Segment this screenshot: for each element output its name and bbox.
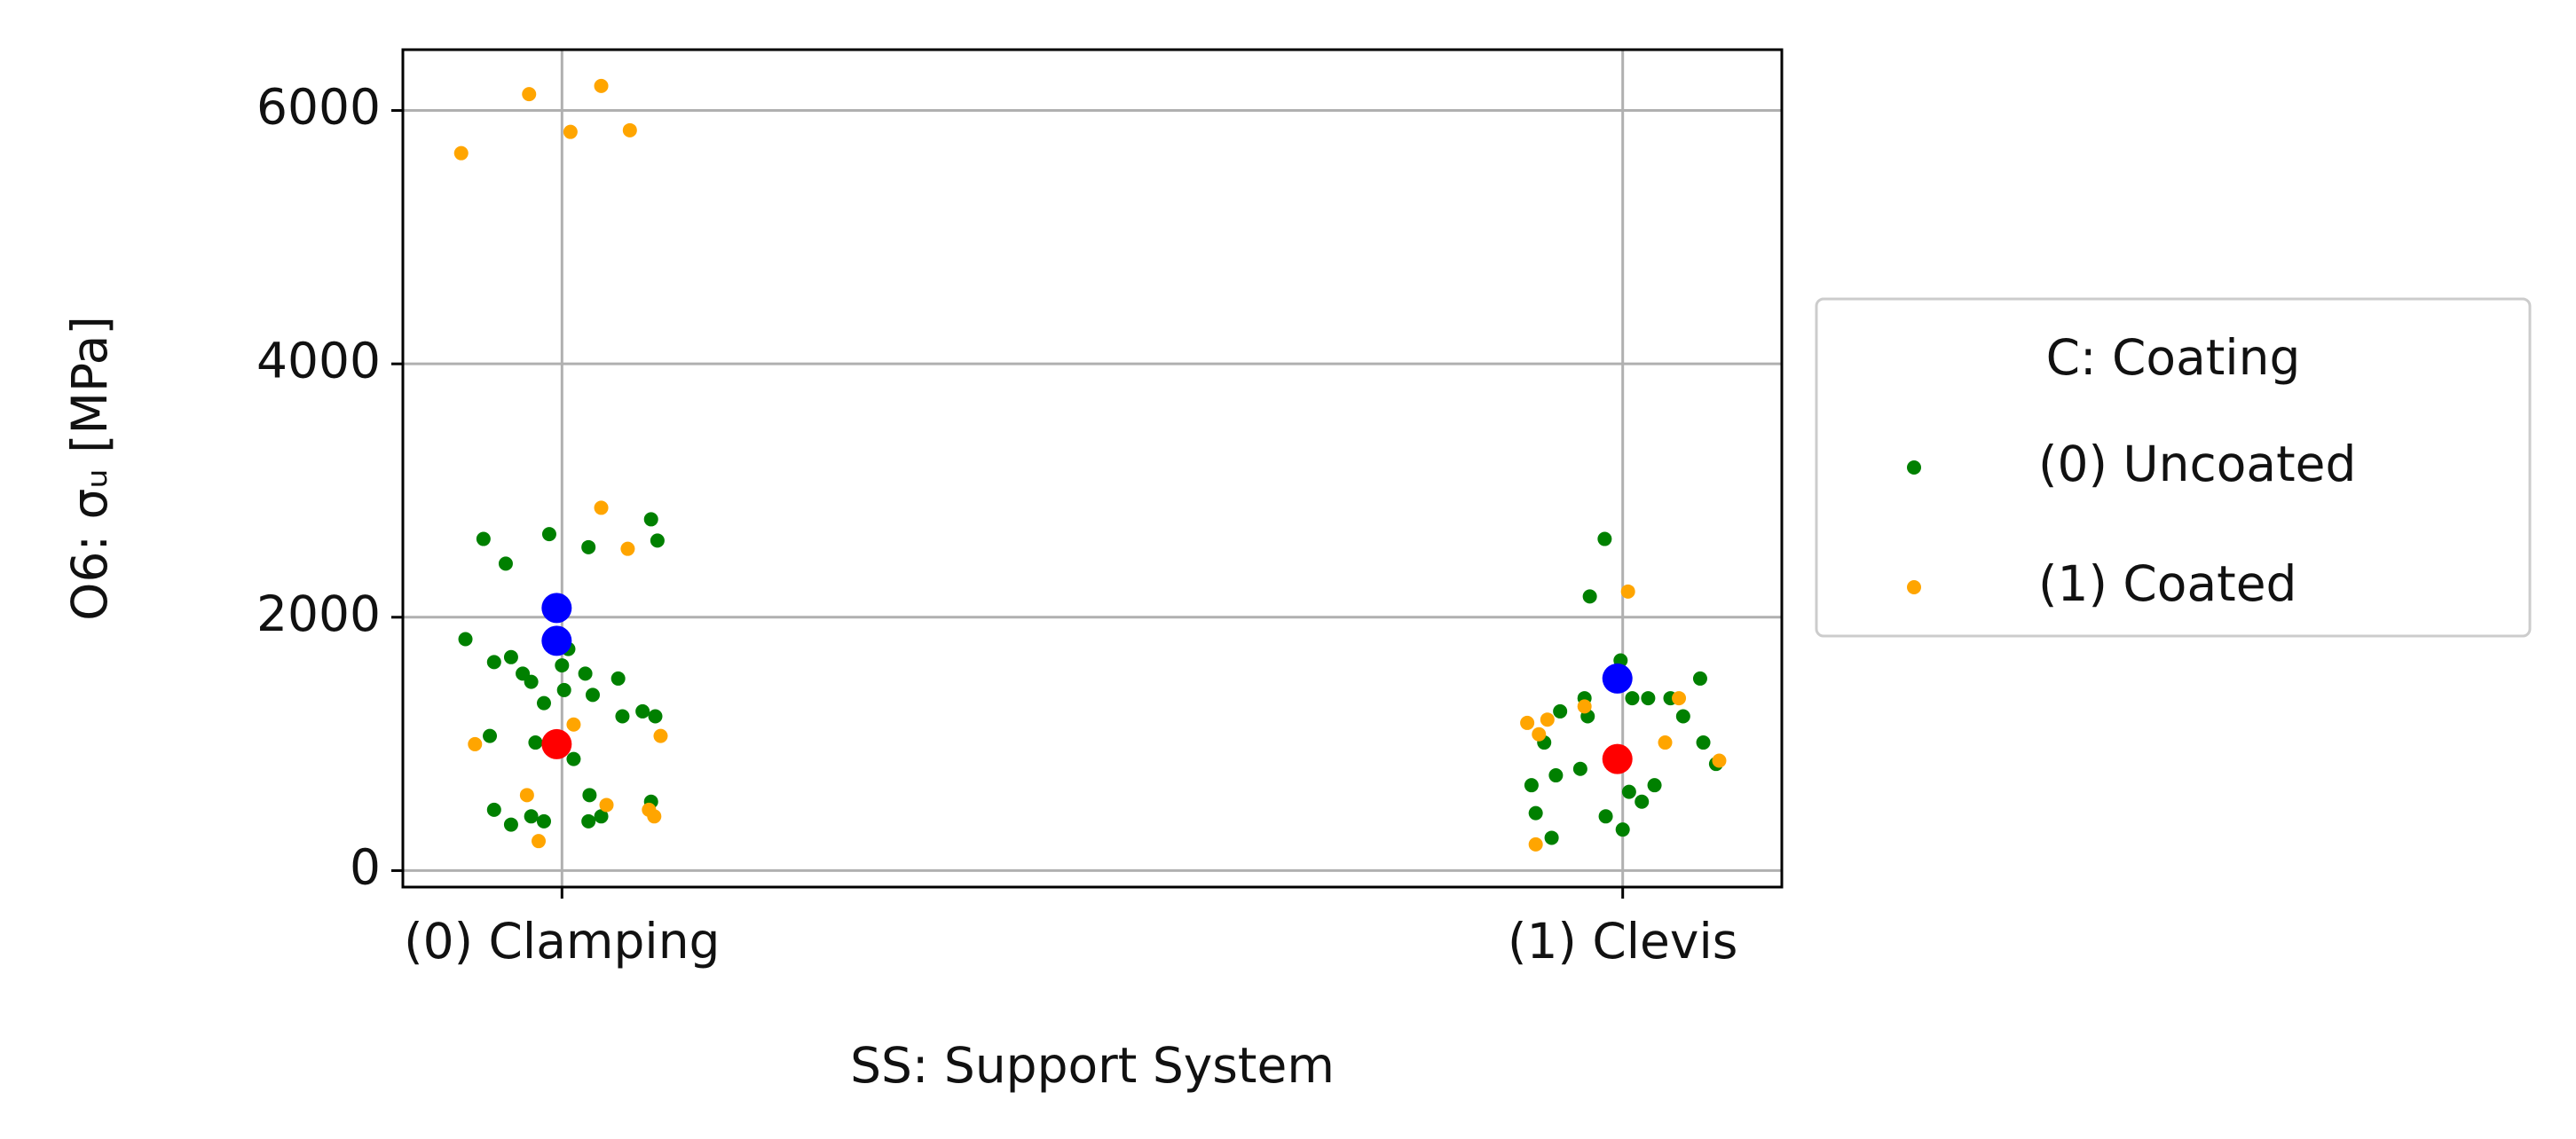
data-point (536, 695, 551, 711)
data-point (1696, 735, 1711, 750)
data-point (1641, 691, 1656, 706)
data-point (611, 671, 626, 686)
legend-label: (0) Uncoated (2038, 436, 2356, 492)
data-point (648, 709, 663, 724)
data-point (476, 531, 491, 546)
data-point (1635, 794, 1650, 809)
data-point (1540, 712, 1555, 727)
data-point (1675, 709, 1690, 724)
data-point (582, 788, 597, 803)
data-point (1582, 589, 1597, 604)
y-tick-label: 0 (350, 839, 381, 896)
data-point (541, 593, 572, 624)
data-point (615, 709, 630, 724)
data-point (453, 145, 469, 161)
data-point (524, 674, 539, 689)
data-point (555, 658, 570, 673)
data-point (536, 813, 551, 829)
x-tick-label: (1) Clevis (1508, 913, 1737, 970)
data-point (1692, 671, 1707, 686)
data-point (486, 655, 501, 670)
data-point (528, 735, 543, 750)
data-point (566, 751, 581, 766)
data-point (1577, 699, 1592, 714)
data-point (1712, 753, 1727, 768)
data-point (1620, 584, 1635, 599)
x-axis-label: SS: Support System (850, 1037, 1335, 1094)
data-point (1528, 805, 1543, 821)
data-point (1553, 703, 1568, 719)
data-point (503, 649, 518, 664)
data-point (1528, 837, 1543, 852)
data-point (594, 500, 609, 515)
data-point (563, 124, 578, 139)
data-point (581, 813, 596, 829)
data-point (524, 809, 539, 824)
data-point (522, 87, 537, 102)
data-point (594, 78, 609, 93)
data-point (1647, 778, 1662, 793)
data-point (1520, 715, 1535, 730)
data-point (1597, 531, 1612, 546)
data-point (1572, 761, 1587, 776)
data-point (581, 539, 596, 554)
data-point (1598, 809, 1613, 824)
data-point (1532, 727, 1547, 742)
plot-frame (401, 48, 1784, 889)
data-point (643, 512, 658, 527)
legend-box (1815, 297, 2532, 638)
data-point (1544, 830, 1559, 845)
y-axis-label: O6: σᵤ [MPa] (61, 316, 118, 621)
data-point (620, 541, 635, 556)
x-tick-label: (0) Clamping (404, 913, 720, 970)
data-point (519, 788, 534, 803)
data-point (1602, 663, 1633, 694)
data-point (458, 632, 473, 647)
data-point (503, 817, 518, 832)
data-point (556, 682, 571, 697)
data-point (599, 797, 614, 813)
legend-marker (1907, 580, 1921, 594)
data-point (541, 527, 556, 542)
data-point (1658, 735, 1673, 750)
data-point (1621, 784, 1636, 799)
data-point (1672, 691, 1687, 706)
data-point (541, 625, 572, 656)
data-point (1524, 778, 1539, 793)
data-point (653, 728, 668, 743)
data-point (650, 533, 665, 548)
data-point (1625, 691, 1640, 706)
data-point (585, 687, 600, 703)
data-point (468, 736, 483, 751)
data-point (1602, 743, 1633, 774)
data-point (647, 809, 662, 824)
data-point (532, 834, 547, 849)
data-point (622, 122, 637, 137)
data-point (566, 717, 581, 732)
data-point (498, 556, 513, 571)
y-tick-label: 2000 (256, 585, 381, 642)
data-point (578, 666, 593, 681)
data-point (541, 728, 572, 759)
data-point (483, 728, 498, 743)
data-point (1615, 822, 1630, 837)
data-point (594, 809, 609, 824)
y-tick-label: 6000 (256, 79, 381, 136)
y-tick-label: 4000 (256, 332, 381, 389)
legend-label: (1) Coated (2038, 555, 2296, 612)
data-point (486, 802, 501, 817)
data-point (1548, 768, 1564, 783)
data-point (635, 703, 650, 719)
legend-marker (1907, 460, 1921, 475)
legend-title: C: Coating (2046, 329, 2301, 386)
